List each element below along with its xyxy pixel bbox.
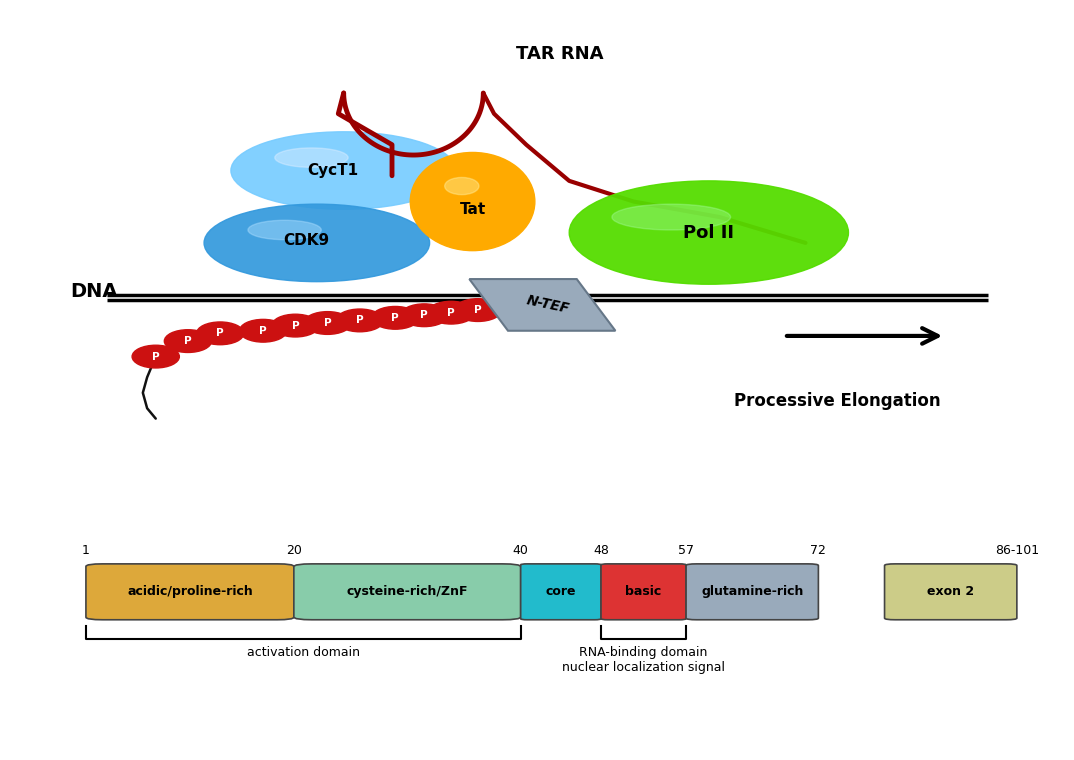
Text: Tat: Tat [460,202,485,217]
Text: core: core [546,585,576,598]
Text: glutamine-rich: glutamine-rich [701,585,803,598]
Ellipse shape [204,204,430,282]
Ellipse shape [231,131,456,209]
Text: P: P [474,305,482,315]
Text: P: P [391,313,400,323]
Text: P: P [420,310,429,320]
Text: N-TEF: N-TEF [525,293,570,316]
Ellipse shape [612,204,730,230]
Circle shape [272,314,319,337]
FancyBboxPatch shape [885,564,1017,619]
Text: Processive Elongation: Processive Elongation [735,391,941,410]
Text: activation domain: activation domain [247,646,360,659]
Text: 86-101: 86-101 [995,543,1039,556]
Circle shape [164,330,212,353]
Text: P: P [184,336,192,346]
Circle shape [197,322,244,345]
Text: RNA-binding domain
nuclear localization signal: RNA-binding domain nuclear localization … [562,646,725,674]
FancyBboxPatch shape [521,564,601,619]
Ellipse shape [569,181,848,284]
Text: cysteine-rich/ZnF: cysteine-rich/ZnF [347,585,468,598]
Ellipse shape [275,148,348,167]
Text: 1: 1 [82,543,90,556]
Polygon shape [469,279,615,331]
Text: 40: 40 [512,543,528,556]
Text: P: P [291,321,300,331]
Text: exon 2: exon 2 [927,585,974,598]
Circle shape [372,306,419,329]
Circle shape [401,304,448,327]
Text: P: P [259,326,267,336]
Text: 20: 20 [286,543,302,556]
FancyBboxPatch shape [294,564,521,619]
Circle shape [336,309,383,332]
Text: CycT1: CycT1 [307,163,359,178]
Text: P: P [216,328,224,338]
Text: 48: 48 [593,543,609,556]
Text: basic: basic [625,585,662,598]
Text: P: P [355,315,364,325]
Ellipse shape [410,153,535,251]
Ellipse shape [445,177,479,195]
FancyBboxPatch shape [601,564,686,619]
Ellipse shape [248,220,321,239]
Text: TAR RNA: TAR RNA [516,46,603,63]
Text: P: P [151,352,160,362]
Circle shape [304,312,351,334]
Text: P: P [447,308,455,318]
Circle shape [454,299,502,321]
FancyBboxPatch shape [86,564,294,619]
Text: CDK9: CDK9 [284,233,329,248]
Text: Pol II: Pol II [683,223,735,242]
Text: P: P [323,318,332,328]
Text: 72: 72 [811,543,826,556]
Text: acidic/proline-rich: acidic/proline-rich [127,585,252,598]
Circle shape [240,319,287,342]
FancyBboxPatch shape [686,564,818,619]
Text: DNA: DNA [71,283,118,302]
Circle shape [427,301,475,324]
Circle shape [132,345,179,368]
Text: 57: 57 [678,543,694,556]
